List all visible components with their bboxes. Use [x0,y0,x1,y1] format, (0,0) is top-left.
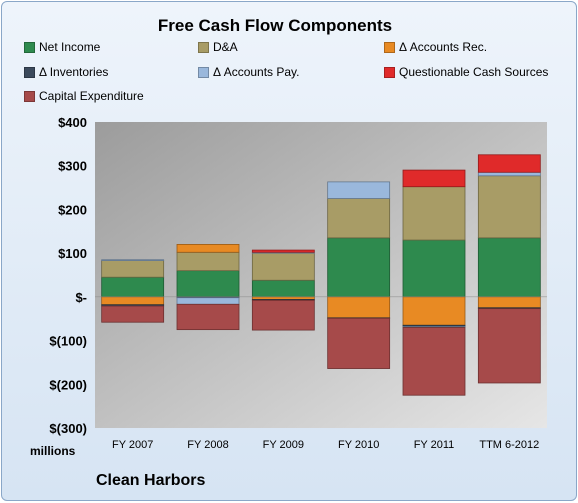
bar-segment [328,318,390,368]
y-tick-label: $(200) [49,377,87,392]
bar-segment [478,238,540,297]
bar-segment [403,327,465,395]
x-tick-label: TTM 6-2012 [479,439,539,451]
bar-segment [403,187,465,240]
y-tick-label: $100 [58,246,87,261]
x-tick-label: FY 2010 [338,439,379,451]
bar-segment [328,297,390,318]
bar-segment [478,172,540,175]
y-tick-label: $300 [58,159,87,174]
bar-segment [328,238,390,297]
bar-segment [403,240,465,297]
bar-segment [102,297,164,305]
company-name: Clean Harbors [96,472,205,490]
bar-segment [403,297,465,325]
x-tick-label: FY 2009 [263,439,304,451]
y-tick-label: $- [75,290,87,305]
x-tick-label: FY 2011 [414,439,455,451]
bar-segment [478,309,540,383]
y-tick-label: $(100) [49,334,87,349]
bar-segment [177,244,239,252]
bar-segment [177,298,239,305]
bar-segment [403,170,465,187]
bar-segment [102,260,164,261]
bar-segment [478,176,540,238]
bar-segment [252,253,314,280]
bar-segment [177,271,239,297]
bar-segment [252,250,314,252]
x-tick-label: FY 2007 [112,439,153,451]
bar-segment [102,306,164,322]
bar-segment [177,304,239,329]
bar-segment [478,297,540,308]
bar-segment [328,182,390,199]
x-tick-label: FY 2008 [187,439,228,451]
y-tick-label: $(300) [49,421,87,436]
bar-segment [478,155,540,172]
bar-segment [252,280,314,297]
bar-segment [252,300,314,330]
bar-segment [102,277,164,297]
y-tick-label: $200 [58,202,87,217]
bar-segment [177,252,239,270]
bar-segment [328,199,390,238]
units-label: millions [30,444,75,458]
bar-segment [102,261,164,278]
y-tick-label: $400 [58,115,87,130]
